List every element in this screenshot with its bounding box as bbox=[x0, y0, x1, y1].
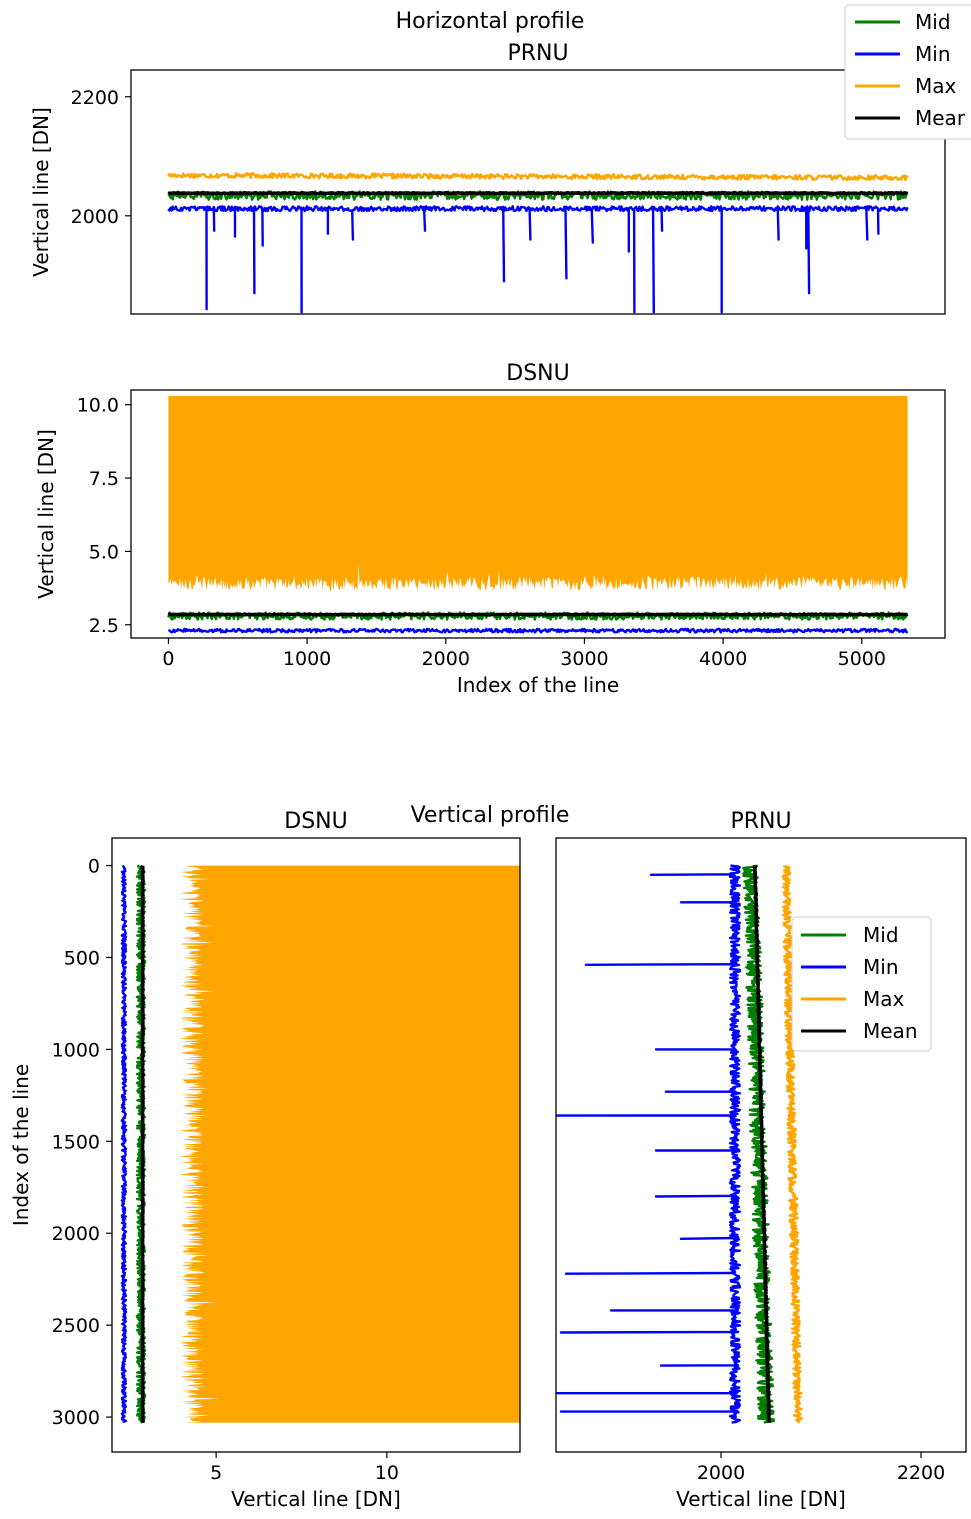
axes-frame bbox=[130, 389, 946, 639]
y-tick-label: 1500 bbox=[52, 1131, 100, 1153]
y-tick-label: 500 bbox=[64, 947, 100, 969]
plot-area bbox=[120, 864, 520, 1424]
series-max-fill bbox=[180, 865, 520, 1423]
subplot-title: DSNU bbox=[284, 809, 347, 834]
x-tick-label: 2200 bbox=[897, 1462, 945, 1484]
series-max-line bbox=[167, 172, 909, 182]
vertical-dsnu-panel: 5 10 0 500 1000 1500 2000 2500 3000 DSNU Vertical … bbox=[9, 809, 521, 1511]
prnu-legend-frame bbox=[791, 916, 932, 1052]
series-mid-line bbox=[742, 864, 775, 1424]
y-axis-label: Index of the line bbox=[9, 1064, 33, 1226]
x-axis-label: Index of the line bbox=[457, 673, 619, 697]
axes-frame bbox=[555, 837, 967, 1453]
axes-frame bbox=[130, 69, 946, 315]
legend-label-mid: Mid bbox=[863, 923, 899, 947]
y-tick-label: 2000 bbox=[52, 1223, 100, 1245]
series-max-line bbox=[781, 864, 803, 1424]
x-axis-label: Vertical line [DN] bbox=[231, 1487, 401, 1511]
subplot-title: PRNU bbox=[730, 809, 791, 834]
legend-label-max: Max bbox=[863, 987, 905, 1011]
y-tick-label: 3000 bbox=[52, 1407, 100, 1429]
horizontal-prnu-panel: 2000 2200 PRNU Vertical line [DN] bbox=[29, 41, 946, 315]
top-legend: Mid Min Max Mear bbox=[844, 4, 971, 140]
y-tick-label: 2200 bbox=[71, 87, 119, 109]
x-tick-label: 2000 bbox=[697, 1462, 745, 1484]
x-axis-label: Vertical line [DN] bbox=[676, 1487, 846, 1511]
y-tick-label: 10.0 bbox=[77, 395, 119, 417]
axes-frame bbox=[111, 837, 521, 1453]
legend-label-mid: Mid bbox=[915, 10, 951, 34]
subplot-title: DSNU bbox=[506, 361, 569, 386]
series-mean-line bbox=[167, 190, 909, 196]
vertical-profile-title: Vertical profile bbox=[411, 803, 570, 828]
horizontal-dsnu-panel: 0 1000 2000 3000 4000 5000 2.5 5.0 7.5 10.0 DSNU In… bbox=[34, 361, 946, 697]
x-tick-label: 0 bbox=[162, 648, 174, 670]
series-mean-line bbox=[752, 864, 772, 1424]
y-tick-label: 5.0 bbox=[89, 541, 119, 563]
series-mean-line bbox=[140, 864, 145, 1424]
series-min-line bbox=[168, 627, 909, 634]
horizontal-profile-title: Horizontal profile bbox=[396, 9, 585, 34]
series-min-line bbox=[556, 864, 742, 1424]
x-tick-label: 2000 bbox=[422, 648, 470, 670]
plot-area bbox=[167, 172, 909, 314]
y-axis-label: Vertical line [DN] bbox=[29, 107, 53, 277]
legend-label-mean: Mean bbox=[863, 1019, 918, 1043]
plot-area bbox=[556, 864, 803, 1424]
x-tick-label: 1000 bbox=[283, 648, 331, 670]
subplot-title: PRNU bbox=[507, 41, 568, 66]
legend-label-min: Min bbox=[915, 42, 951, 66]
series-min-line bbox=[167, 205, 909, 314]
vertical-prnu-panel: 2000 2200 PRNU Vertical line [DN] bbox=[555, 809, 967, 1511]
y-tick-label: 2500 bbox=[52, 1315, 100, 1337]
series-min-line bbox=[120, 864, 128, 1423]
series-max-fill bbox=[168, 395, 908, 591]
y-tick-label: 2.5 bbox=[89, 615, 119, 637]
x-tick-label: 5 bbox=[210, 1462, 222, 1484]
series-mean-line bbox=[167, 612, 909, 617]
x-tick-label: 4000 bbox=[699, 648, 747, 670]
x-tick-label: 10 bbox=[375, 1462, 399, 1484]
y-axis-label: Vertical line [DN] bbox=[34, 429, 58, 599]
y-tick-label: 0 bbox=[88, 856, 100, 878]
y-tick-label: 7.5 bbox=[89, 468, 119, 490]
x-tick-label: 5000 bbox=[838, 648, 886, 670]
plot-area bbox=[167, 395, 909, 634]
x-tick-label: 3000 bbox=[560, 648, 608, 670]
legend-label-max: Max bbox=[915, 74, 957, 98]
top-legend-frame bbox=[844, 4, 971, 140]
legend-label-mean: Mear bbox=[915, 106, 966, 130]
prnu-legend: Mid Min Max Mean bbox=[791, 916, 932, 1052]
y-tick-label: 2000 bbox=[71, 206, 119, 228]
y-tick-label: 1000 bbox=[52, 1039, 100, 1061]
legend-label-min: Min bbox=[863, 955, 899, 979]
